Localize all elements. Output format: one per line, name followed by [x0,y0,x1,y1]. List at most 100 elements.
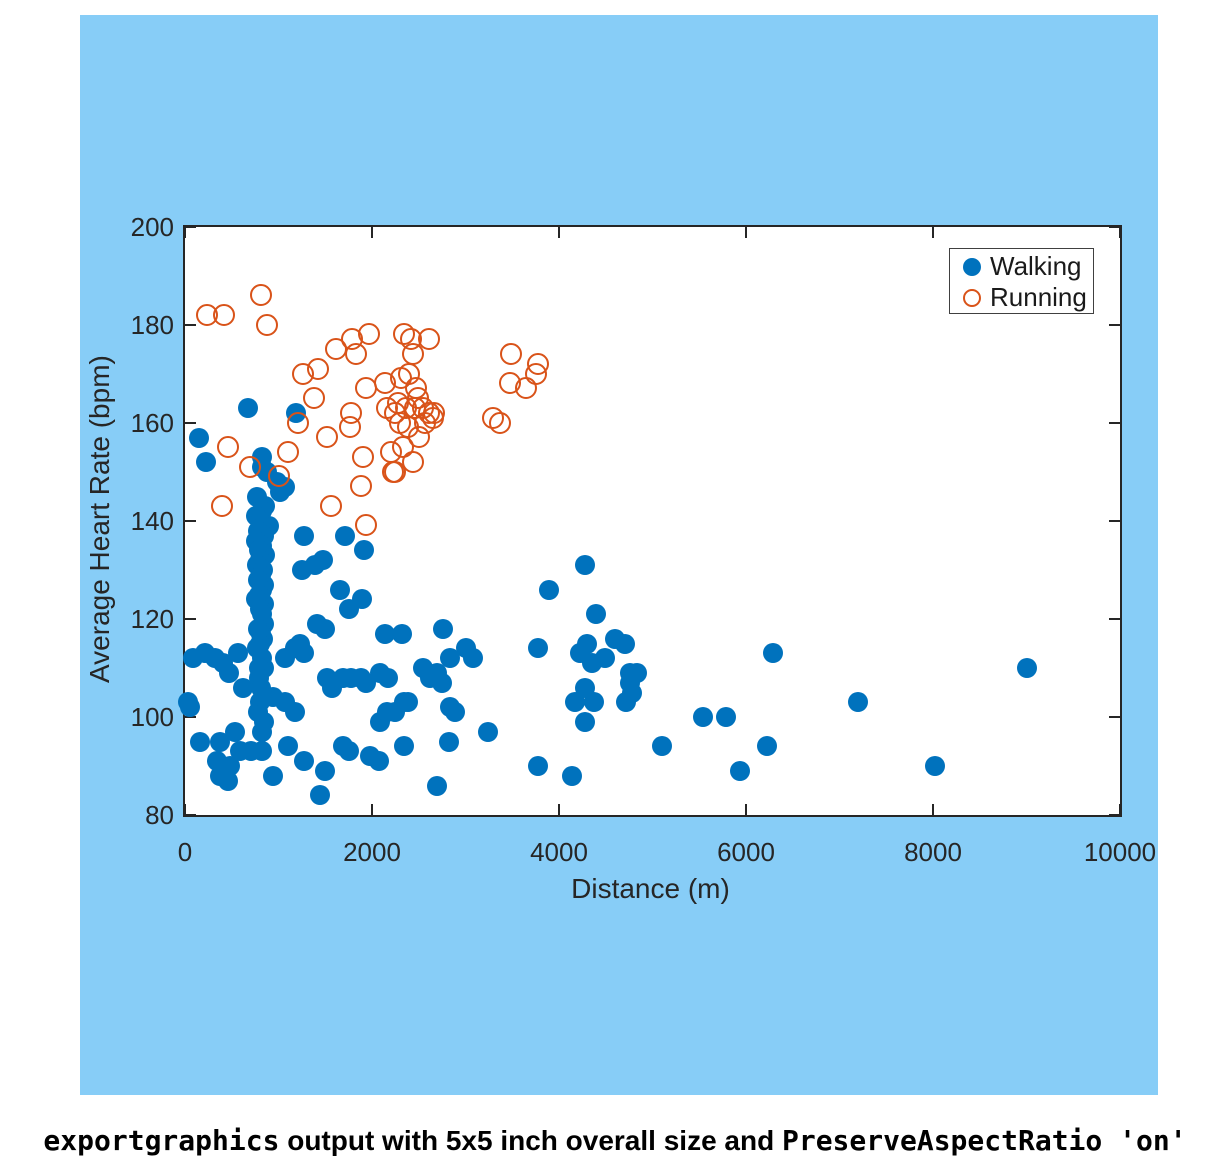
data-point-walking [209,731,230,752]
data-point-walking [338,741,359,762]
data-point-running [210,494,233,517]
data-point-walking [575,555,596,576]
data-point-walking [353,540,374,561]
data-point-running [423,401,446,424]
data-point-running [255,313,278,336]
y-tick [185,422,196,424]
y-tick-label: 160 [130,408,174,438]
data-point-walking [375,623,396,644]
data-point-running [307,357,330,380]
data-point-walking [756,736,777,757]
y-tick [1109,618,1120,620]
data-point-walking [439,648,460,669]
y-tick [185,618,196,620]
x-tick-label: 0 [177,837,193,867]
running-marker-icon [963,288,981,307]
data-point-walking [277,736,298,757]
data-point-walking [924,756,945,776]
data-point-walking [564,692,585,713]
data-point-walking [262,765,283,786]
y-tick [1109,814,1120,816]
x-tick [558,804,560,815]
x-tick-label: 6000 [717,837,775,867]
data-point-walking [848,692,869,713]
data-point-running [267,465,290,488]
data-point-walking [577,633,598,654]
data-point-walking [586,604,607,625]
legend-label: Walking [990,251,1082,281]
data-point-walking [218,662,239,683]
x-tick [1119,804,1121,815]
data-point-walking [232,677,253,698]
x-tick [932,804,934,815]
plot-area: 0 2000 4000 6000 8000 10000 80 100 120 140 160 180… [131,212,1157,867]
x-tick-label: 2000 [343,837,401,867]
data-point-walking [368,751,389,772]
data-point-walking [293,643,314,664]
figure-background: 0 2000 4000 6000 8000 10000 80 100 120 140 160 180… [80,15,1158,1095]
x-tick [371,804,373,815]
data-point-walking [730,760,751,781]
data-point-walking [575,711,596,732]
data-point-walking [315,760,336,781]
data-point-walking [252,687,273,708]
data-point-walking [562,765,583,786]
x-tick [558,227,560,238]
y-tick [185,716,196,718]
data-point-walking [254,711,275,732]
data-point-walking [538,579,559,600]
y-axis-label: Average Heart Rate (bpm) [84,355,115,683]
data-point-walking [315,618,336,639]
y-tick [1109,422,1120,424]
data-point-walking [398,692,419,713]
data-point-walking [293,525,314,546]
data-point-running [344,342,367,365]
data-point-walking [621,682,642,703]
y-tick [1109,324,1120,326]
data-point-walking [528,638,549,659]
data-point-running [339,401,362,424]
data-point-walking [334,525,355,546]
data-point-running [238,455,261,478]
data-point-walking [763,643,784,664]
legend: Walking Running [949,248,1094,314]
data-point-running [352,445,375,468]
data-point-running [250,284,273,307]
caption-code-text: PreserveAspectRatio 'on' [781,1124,1187,1157]
x-tick-label: 8000 [904,837,962,867]
y-tick [185,814,196,816]
legend-entry-walking: Walking [950,251,1093,282]
data-point-walking [528,756,549,776]
data-point-walking [251,741,272,762]
y-tick [185,520,196,522]
data-point-walking [189,731,210,752]
x-tick-label: 4000 [530,837,588,867]
data-point-running [212,303,235,326]
data-point-running [526,352,549,375]
data-point-walking [583,692,604,713]
data-point-walking [462,648,483,669]
data-point-running [354,514,377,537]
data-point-walking [237,398,258,419]
x-tick [184,227,186,238]
data-point-walking [615,633,636,654]
data-point-running [350,475,373,498]
y-tick [1109,226,1120,228]
x-tick [371,227,373,238]
data-point-walking [1016,658,1037,678]
data-point-walking [351,589,372,610]
data-point-walking [224,721,245,742]
y-tick-label: 100 [130,702,174,732]
data-point-walking [293,751,314,772]
data-point-walking [377,667,398,688]
y-tick-label: 200 [130,212,174,242]
data-point-running [286,411,309,434]
data-point-walking [426,775,447,796]
walking-marker-icon [963,257,981,276]
y-tick-label: 120 [130,604,174,634]
data-point-walking [391,623,412,644]
x-tick [745,804,747,815]
data-point-walking [330,579,351,600]
y-tick-label: 80 [145,800,174,830]
